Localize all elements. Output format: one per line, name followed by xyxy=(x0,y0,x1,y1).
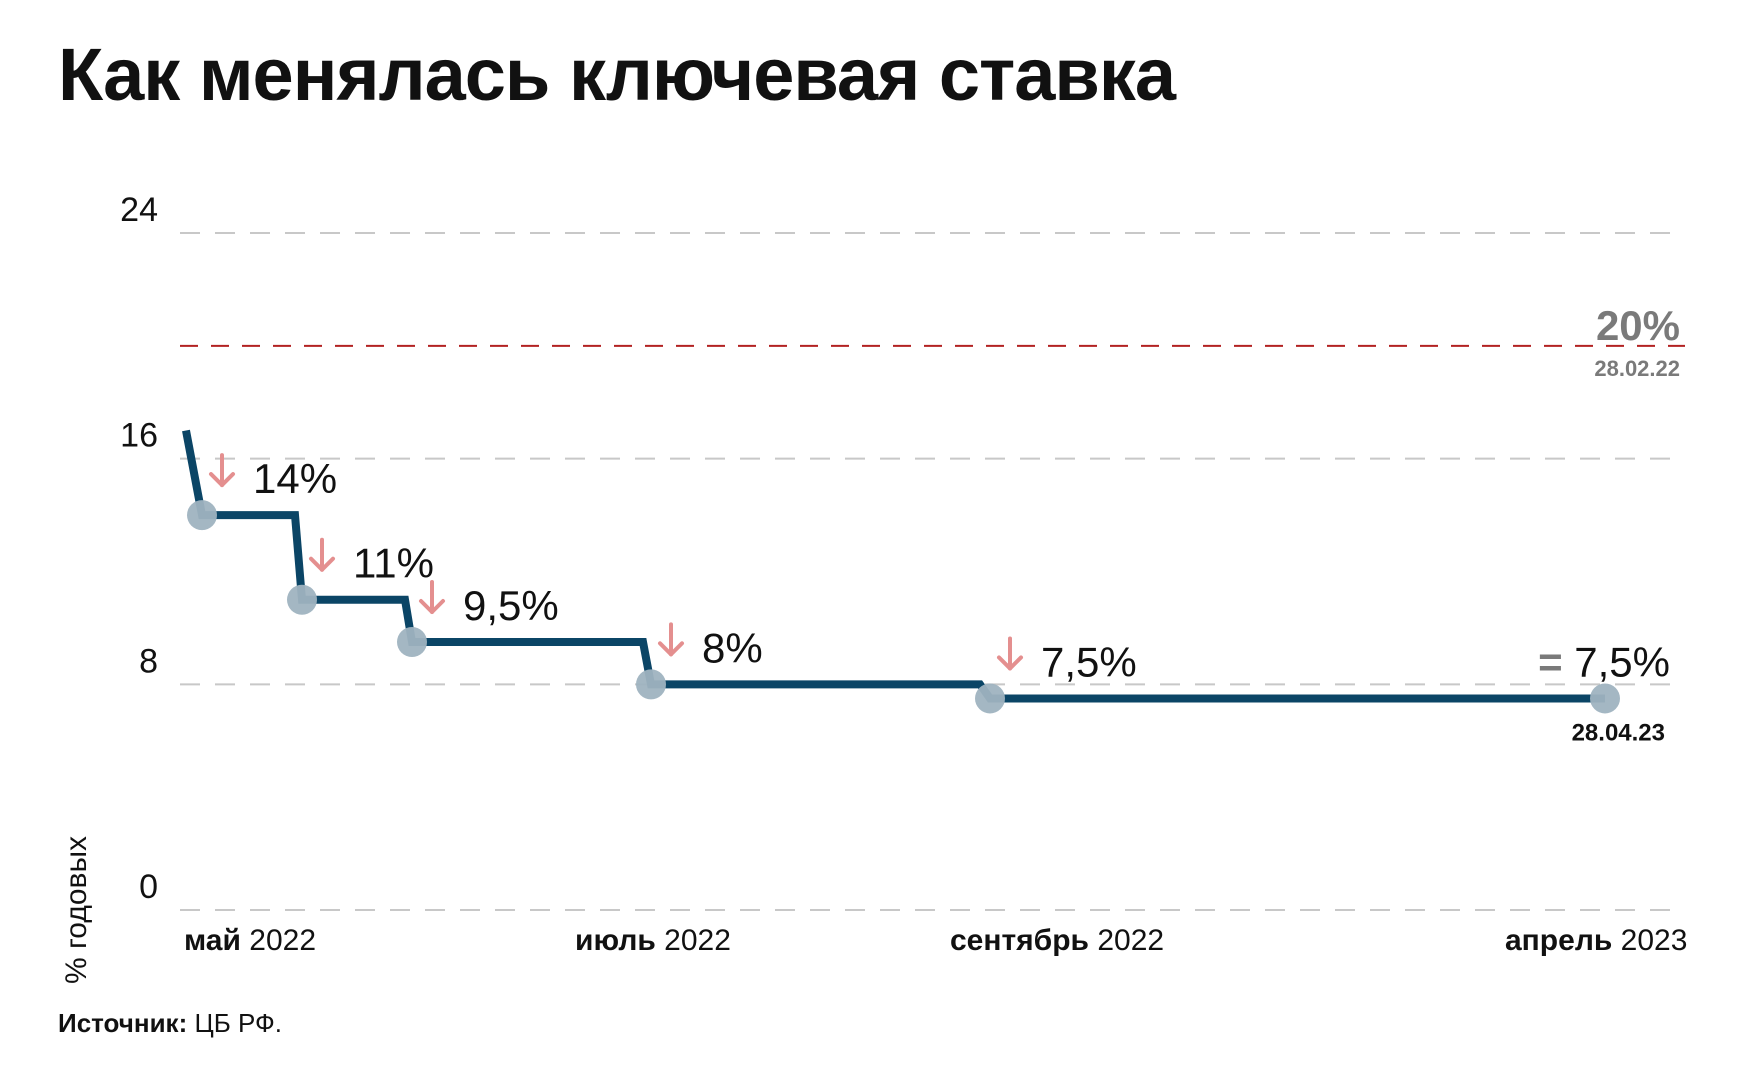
rate-down-arrow-icon xyxy=(997,636,1023,671)
rate-label-final: = 7,5% xyxy=(1538,638,1670,685)
rate-line-group xyxy=(182,429,1605,703)
rate-label-1: 14% xyxy=(253,455,337,502)
rate-step-line xyxy=(182,429,1605,703)
rate-down-arrow-icon xyxy=(658,622,684,657)
rate-labels: 14% 11% 9,5% 8% 7,5% = 7,5% 28.04.23 xyxy=(209,453,1670,746)
x-tick-label-1: май 2022 xyxy=(184,924,316,957)
reference-date-label: 28.02.22 xyxy=(1594,356,1680,381)
y-tick-labels: 0 8 16 24 xyxy=(120,191,158,906)
rate-marker-2 xyxy=(287,584,317,615)
rate-final-date: 28.04.23 xyxy=(1572,719,1665,746)
rate-markers xyxy=(187,500,1620,714)
rate-marker-4 xyxy=(636,669,666,700)
rate-label-4: 8% xyxy=(702,624,763,671)
reference-line-group: 20% 28.02.22 xyxy=(180,302,1685,381)
rate-down-arrow-icon xyxy=(309,537,335,572)
y-axis-title: % годовых xyxy=(60,836,93,984)
y-tick-16: 16 xyxy=(120,417,158,455)
rate-down-arrow-icon xyxy=(419,580,445,615)
source-note: Источник: ЦБ РФ. xyxy=(58,1008,282,1039)
x-tick-label-4: апрель 2023 xyxy=(1505,924,1687,957)
rate-marker-6 xyxy=(1590,683,1620,714)
source-text: ЦБ РФ. xyxy=(194,1008,283,1038)
source-label: Источник: xyxy=(58,1008,188,1038)
rate-label-5: 7,5% xyxy=(1041,638,1137,685)
rate-marker-1 xyxy=(187,500,217,531)
y-tick-0: 0 xyxy=(139,868,158,906)
rate-down-arrow-icon xyxy=(209,453,235,488)
rate-marker-3 xyxy=(397,627,427,658)
rate-label-3: 9,5% xyxy=(463,582,559,629)
x-tick-label-3: сентябрь 2022 xyxy=(950,924,1164,957)
chart-title: Как менялась ключевая ставка xyxy=(58,33,1176,116)
y-tick-24: 24 xyxy=(120,191,158,229)
rate-marker-5 xyxy=(975,683,1005,714)
rate-label-2: 11% xyxy=(353,540,434,587)
x-tick-labels: май 2022 июль 2022 сентябрь 2022 апрель 202… xyxy=(184,924,1687,957)
y-tick-8: 8 xyxy=(139,642,158,680)
x-tick-label-2: июль 2022 xyxy=(575,924,731,957)
reference-value-label: 20% xyxy=(1596,302,1680,349)
